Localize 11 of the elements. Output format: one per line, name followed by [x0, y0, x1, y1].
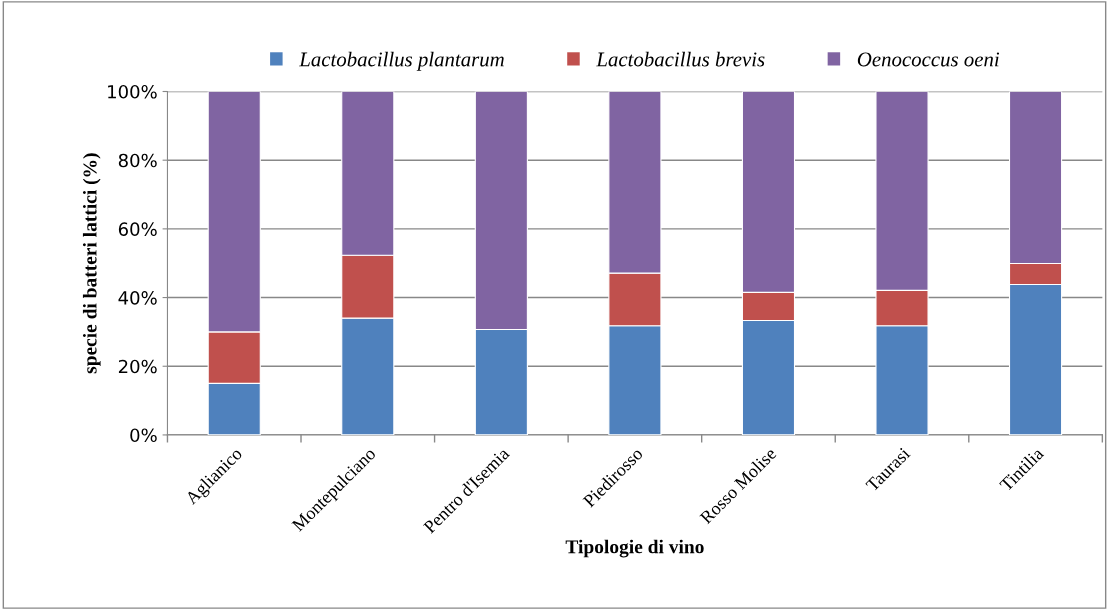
legend-label: Lactobacillus plantarum [299, 51, 504, 71]
y-axis-title: specie di batteri lattici (%) [82, 153, 101, 374]
y-tick-label: 80% [118, 153, 157, 168]
y-tick-label: 0% [130, 428, 157, 443]
y-tick-label: 40% [118, 291, 157, 305]
legend-label: Oenococcus oeni [857, 52, 1000, 67]
y-tick-label: 60% [118, 222, 157, 236]
y-tick-label: 100% [108, 84, 157, 99]
legend-label: Lactobacillus brevis [596, 51, 765, 67]
x-axis-title: Tipologie di vino [565, 539, 704, 558]
y-tick-label: 20% [118, 359, 157, 374]
